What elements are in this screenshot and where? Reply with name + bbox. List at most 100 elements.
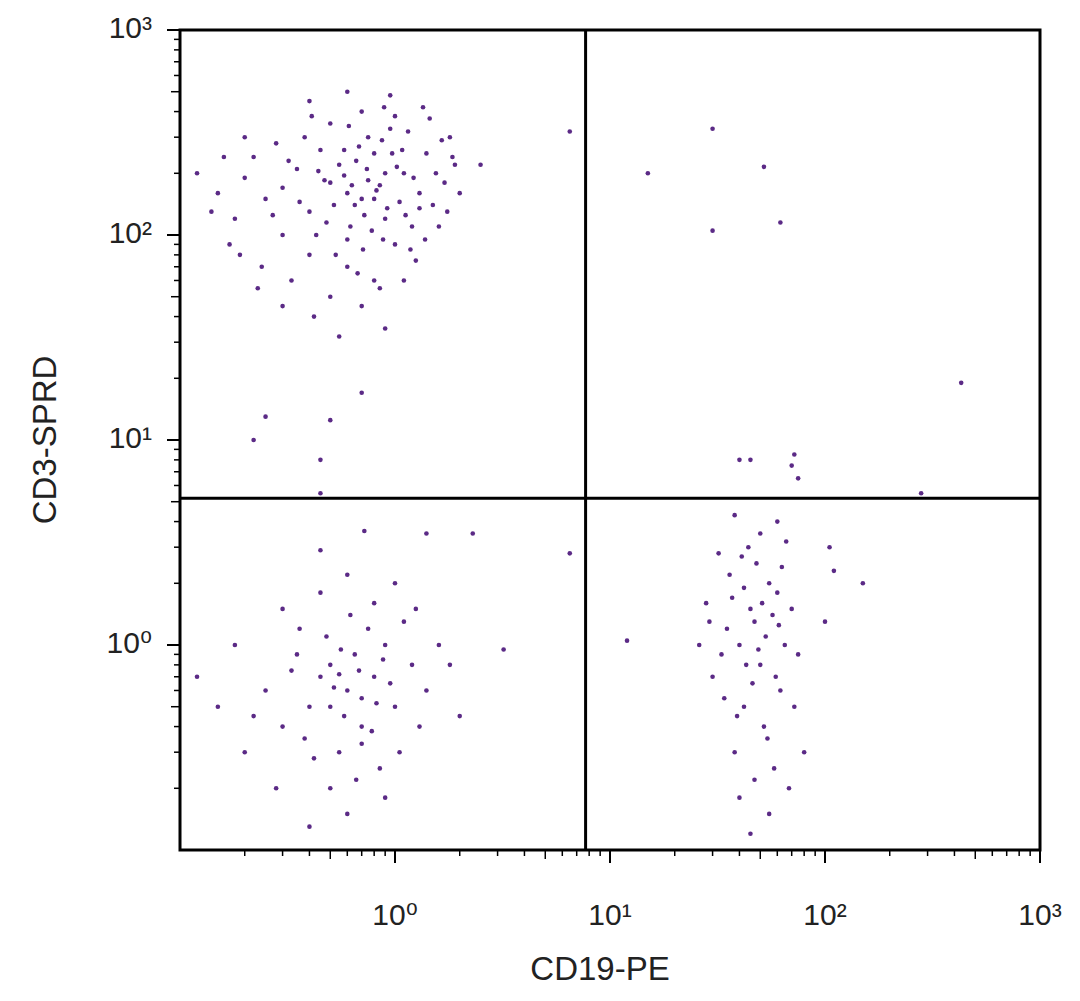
- event-dot: [312, 314, 317, 319]
- event-dot: [770, 613, 775, 618]
- event-dot: [322, 178, 327, 183]
- event-dot: [388, 681, 393, 686]
- event-dot: [393, 114, 398, 119]
- event-dot: [748, 458, 753, 463]
- event-dot: [238, 253, 243, 258]
- event-dot: [307, 99, 312, 104]
- event-dot: [777, 623, 782, 628]
- event-dot: [802, 750, 807, 755]
- event-dot: [345, 688, 350, 693]
- event-dot: [442, 180, 447, 185]
- event-dot: [625, 638, 630, 643]
- event-dot: [324, 634, 329, 639]
- event-dot: [760, 601, 765, 606]
- event-dot: [295, 167, 300, 172]
- event-dot: [832, 569, 837, 574]
- event-dot: [719, 652, 724, 657]
- event-dot: [382, 105, 387, 110]
- event-dot: [782, 643, 787, 648]
- event-dot: [730, 595, 735, 600]
- event-dot: [789, 463, 794, 468]
- event-dot: [263, 197, 268, 202]
- event-dot: [302, 736, 307, 741]
- event-dot: [328, 663, 333, 668]
- event-dot: [251, 438, 256, 443]
- event-dot: [227, 242, 232, 247]
- event-dot: [381, 237, 386, 242]
- event-dot: [732, 750, 737, 755]
- event-dot: [646, 171, 651, 176]
- event-dot: [457, 714, 462, 719]
- event-dot: [318, 491, 323, 496]
- event-dot: [501, 647, 506, 652]
- event-dot: [737, 458, 742, 463]
- event-dot: [314, 233, 319, 238]
- event-dot: [437, 224, 442, 229]
- event-dot: [348, 613, 353, 618]
- event-dot: [359, 724, 364, 729]
- event-dot: [763, 634, 768, 639]
- event-dot: [748, 831, 753, 836]
- event-dot: [424, 531, 429, 536]
- event-dot: [423, 237, 428, 242]
- event-dot: [361, 247, 366, 252]
- event-dot: [427, 116, 432, 121]
- event-dot: [784, 539, 789, 544]
- event-dot: [959, 381, 964, 386]
- event-dot: [359, 109, 364, 114]
- event-dot: [302, 135, 307, 140]
- event-dot: [233, 216, 238, 221]
- event-dot: [332, 685, 337, 690]
- event-dot: [280, 304, 285, 309]
- event-dot: [378, 183, 383, 188]
- event-dot: [383, 795, 388, 800]
- x-tick: [609, 850, 611, 863]
- event-dot: [775, 519, 780, 524]
- event-dot: [716, 551, 721, 556]
- y-tick-label: 10¹: [109, 421, 152, 454]
- event-dot: [366, 626, 371, 631]
- event-dot: [328, 294, 333, 299]
- event-dot: [270, 213, 275, 218]
- event-dot: [378, 286, 383, 291]
- event-dot: [445, 209, 450, 214]
- event-dot: [328, 418, 333, 423]
- event-dot: [359, 197, 364, 202]
- event-dot: [359, 696, 364, 701]
- event-dot: [778, 220, 783, 225]
- event-dot: [381, 657, 386, 662]
- x-tick-label: 10³: [1018, 898, 1061, 931]
- event-dot: [434, 171, 439, 176]
- event-dot: [383, 643, 388, 648]
- x-tick: [1039, 850, 1041, 863]
- event-dot: [365, 167, 370, 172]
- event-dot: [216, 191, 221, 196]
- event-dot: [710, 674, 715, 679]
- event-dot: [787, 786, 792, 791]
- event-dot: [378, 766, 383, 771]
- event-dot: [242, 750, 247, 755]
- event-dot: [411, 176, 416, 181]
- event-dot: [342, 173, 347, 178]
- event-dot: [567, 551, 572, 556]
- event-dot: [295, 652, 300, 657]
- y-tick-label: 10²: [109, 216, 152, 249]
- x-tick: [394, 850, 396, 863]
- event-dot: [342, 148, 347, 153]
- event-dot: [919, 491, 924, 496]
- event-dot: [478, 163, 483, 168]
- event-dot: [448, 663, 453, 668]
- quadrant-line-vertical: [584, 30, 587, 850]
- event-dot: [337, 750, 342, 755]
- event-dot: [417, 191, 422, 196]
- event-dot: [417, 206, 422, 211]
- event-dot: [280, 233, 285, 238]
- event-dot: [393, 242, 398, 247]
- event-dot: [697, 643, 702, 648]
- event-dot: [450, 155, 455, 160]
- event-dot: [704, 601, 709, 606]
- y-tick-label: 10³: [109, 11, 152, 44]
- x-tick-label: 10⁰: [372, 898, 417, 931]
- x-tick-label: 10²: [803, 898, 846, 931]
- event-dot: [274, 786, 279, 791]
